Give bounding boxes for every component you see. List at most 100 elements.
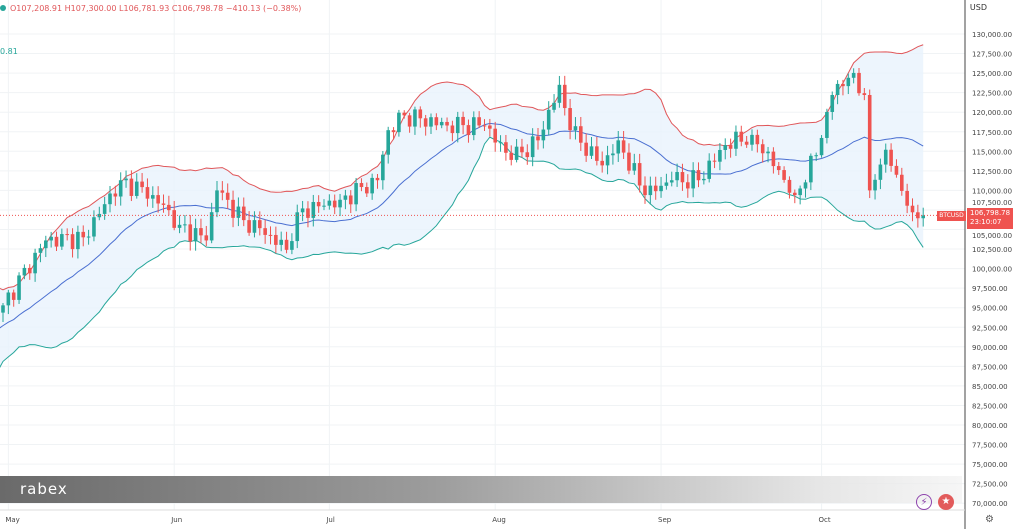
candle-body [787,179,792,193]
candle-body [530,136,535,158]
candle-body [418,109,423,119]
candle-body [316,201,321,207]
rabex-logo: rabex [20,480,68,498]
candle-body [541,129,546,141]
y-tick-label: 117,500.00 [972,129,1012,137]
candle-body [322,205,326,207]
candle-body [702,178,706,181]
candle-body [798,188,802,196]
candle-body [199,228,203,236]
candle-body [504,142,508,153]
y-tick-label: 70,000.00 [972,500,1008,508]
candle-body [686,182,690,189]
candle-body [65,234,69,236]
candle-body [744,141,749,145]
y-tick-label: 120,000.00 [972,109,1012,117]
candle-body [252,220,257,233]
candle-body [579,126,583,143]
candle-body [236,206,241,218]
candle-body [466,125,471,136]
candle-body [49,236,53,241]
candle-body [386,130,390,155]
lightning-icon[interactable]: ⚡ [916,494,932,510]
candle-body [498,142,503,144]
candle-body [648,185,653,196]
bollinger-band-fill [0,44,924,367]
candle-body [413,109,417,127]
candle-body [102,204,107,214]
candle-body [718,149,722,162]
x-tick-label: May [5,516,19,524]
candle-body [873,179,877,191]
candle-body [140,181,144,188]
candle-body [60,234,64,247]
candle-body [118,180,123,197]
y-tick-label: 82,500.00 [972,402,1008,410]
candle-body [776,166,781,171]
candle-body [889,149,893,166]
candle-body [637,163,642,186]
y-tick-label: 92,500.00 [972,324,1008,332]
candle-body [488,125,492,129]
y-tick-label: 105,000.00 [972,232,1012,240]
y-tick-label: 77,500.00 [972,442,1008,450]
candle-body [857,72,861,94]
candle-body [755,134,760,145]
candle-body [172,210,176,228]
candle-body [124,178,128,181]
candle-body [734,131,738,149]
x-tick-label: Sep [658,516,672,524]
bar-countdown: 23:10:07 [970,218,1002,226]
y-tick-label: 125,000.00 [972,70,1012,78]
us-flag-icon[interactable]: ★ [938,494,954,510]
y-tick-label: 130,000.00 [972,31,1012,39]
candle-body [348,195,353,205]
watermark-banner: rabex [0,476,962,503]
candle-body [546,109,551,130]
bollinger-upper-band [0,44,924,291]
bollinger-basis [0,122,924,329]
candle-body [669,180,674,183]
candle-body [867,94,872,191]
candle-body [354,183,358,205]
candle-body [605,155,610,166]
status-dot-icon [0,5,6,11]
candle-body [429,117,433,127]
candle-body [632,163,637,171]
candle-body [359,183,364,188]
candle-body [659,185,663,192]
candle-body [584,142,588,156]
candle-body [161,203,166,205]
settings-icon[interactable]: ⚙ [985,514,994,525]
candle-body [231,199,235,218]
y-tick-label: 85,000.00 [972,383,1008,391]
candle-body [600,160,604,166]
candle-body [910,205,915,213]
candle-body [664,182,669,186]
candle-body [472,117,476,136]
candle-body [782,170,786,180]
candle-body [86,236,91,238]
candle-body [391,130,396,133]
candle-body [803,182,808,189]
candle-body [263,228,267,235]
candle-body [274,234,278,245]
candle-body [92,217,96,237]
candle-body [279,239,283,245]
candle-body [520,146,524,153]
candle-body [766,151,770,154]
candle-body [675,172,679,181]
candle-body [6,292,11,306]
candle-body [38,248,43,253]
candle-body [188,224,193,242]
candle-body [311,201,316,218]
y-tick-label: 110,000.00 [972,187,1012,195]
currency-label[interactable]: USD [969,3,987,12]
candle-body [723,145,728,150]
candle-body [851,72,856,78]
candle-body [455,116,460,134]
candle-body [167,204,171,211]
symbol-tag: BTCUSD [937,211,966,221]
candle-body [338,199,342,208]
